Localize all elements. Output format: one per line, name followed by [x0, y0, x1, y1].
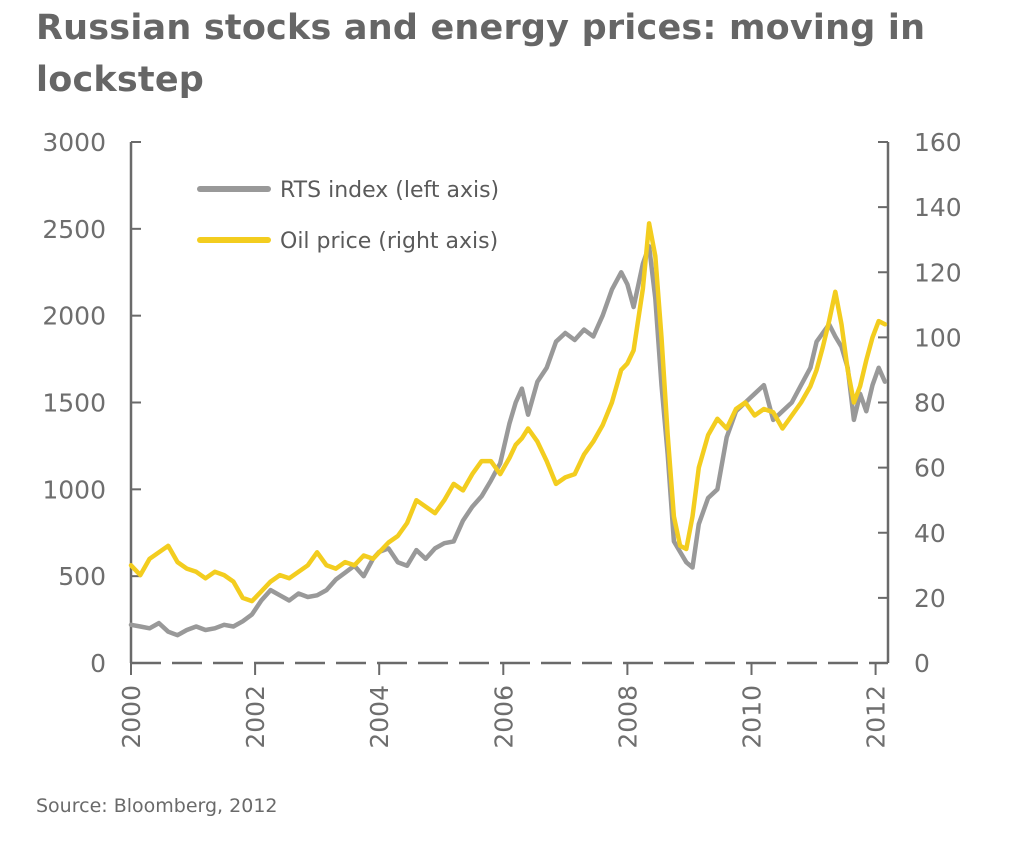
- y-left-tick-label: 0: [90, 649, 106, 678]
- legend-oil-label: Oil price (right axis): [280, 229, 498, 254]
- y-right-tick-label: 160: [914, 128, 962, 157]
- x-tick-label: 2006: [489, 685, 518, 749]
- x-tick-label: 2012: [862, 685, 891, 749]
- y-left-tick-label: 500: [58, 562, 106, 591]
- x-tick-label: 2000: [117, 685, 146, 749]
- oil-price-series-line: [128, 221, 888, 604]
- legend-rts-label: RTS index (left axis): [280, 178, 499, 203]
- y-left-tick-label: 1500: [42, 389, 106, 418]
- legend: RTS index (left axis) Oil price (right ax…: [197, 178, 499, 254]
- y-left-tick-label: 3000: [42, 128, 106, 157]
- axes: 3000 2500 2000 1500 1000 500 0 160 140 120 100 80 60…: [42, 128, 961, 749]
- x-tick-label: 2002: [241, 685, 270, 749]
- y-right-tick-label: 0: [914, 649, 930, 678]
- rts-index-series-line: [128, 243, 888, 638]
- y-right-tick-label: 40: [914, 519, 946, 548]
- y-right-tick-label: 80: [914, 389, 946, 418]
- x-tick-label: 2008: [613, 685, 642, 749]
- source-note: Source: Bloomberg, 2012: [36, 795, 278, 817]
- y-left-tick-label: 2500: [42, 215, 106, 244]
- series-layer: [128, 221, 888, 638]
- x-tick-label: 2010: [737, 685, 766, 749]
- y-right-tick-label: 20: [914, 584, 946, 613]
- y-left-tick-label: 1000: [42, 475, 106, 504]
- y-left-tick-label: 2000: [42, 302, 106, 331]
- y-right-tick-label: 120: [914, 258, 962, 287]
- y-right-tick-label: 140: [914, 193, 962, 222]
- chart-title: Russian stocks and energy prices: moving…: [36, 8, 926, 100]
- x-tick-label: 2004: [365, 685, 394, 749]
- y-right-tick-label: 100: [914, 323, 962, 352]
- y-right-tick-label: 60: [914, 454, 946, 483]
